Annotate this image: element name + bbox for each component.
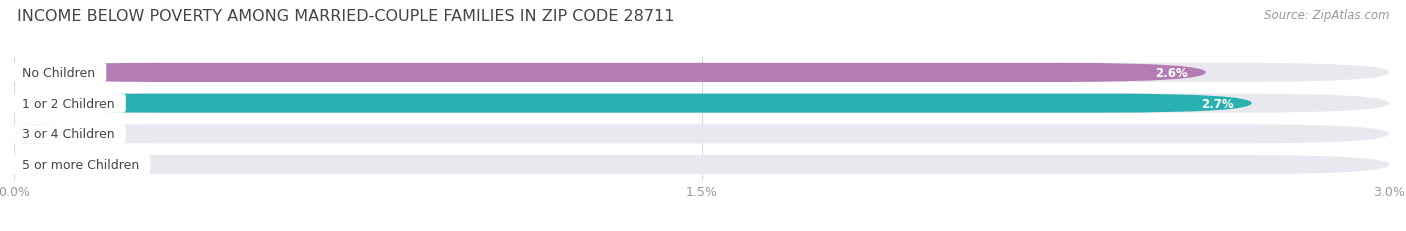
- Text: 0.0%: 0.0%: [87, 158, 117, 171]
- Text: 3 or 4 Children: 3 or 4 Children: [14, 128, 122, 141]
- Text: Source: ZipAtlas.com: Source: ZipAtlas.com: [1264, 9, 1389, 22]
- Text: 2.6%: 2.6%: [1154, 67, 1188, 79]
- FancyBboxPatch shape: [14, 94, 1389, 113]
- FancyBboxPatch shape: [14, 125, 1389, 144]
- Text: 1 or 2 Children: 1 or 2 Children: [14, 97, 122, 110]
- FancyBboxPatch shape: [14, 125, 60, 144]
- FancyBboxPatch shape: [14, 94, 1251, 113]
- Text: 0.0%: 0.0%: [87, 128, 117, 141]
- FancyBboxPatch shape: [14, 155, 1389, 174]
- Text: INCOME BELOW POVERTY AMONG MARRIED-COUPLE FAMILIES IN ZIP CODE 28711: INCOME BELOW POVERTY AMONG MARRIED-COUPL…: [17, 9, 675, 24]
- Text: No Children: No Children: [14, 67, 103, 79]
- FancyBboxPatch shape: [14, 155, 60, 174]
- Text: 2.7%: 2.7%: [1201, 97, 1233, 110]
- FancyBboxPatch shape: [14, 64, 1206, 82]
- FancyBboxPatch shape: [14, 64, 1389, 82]
- Text: 5 or more Children: 5 or more Children: [14, 158, 148, 171]
